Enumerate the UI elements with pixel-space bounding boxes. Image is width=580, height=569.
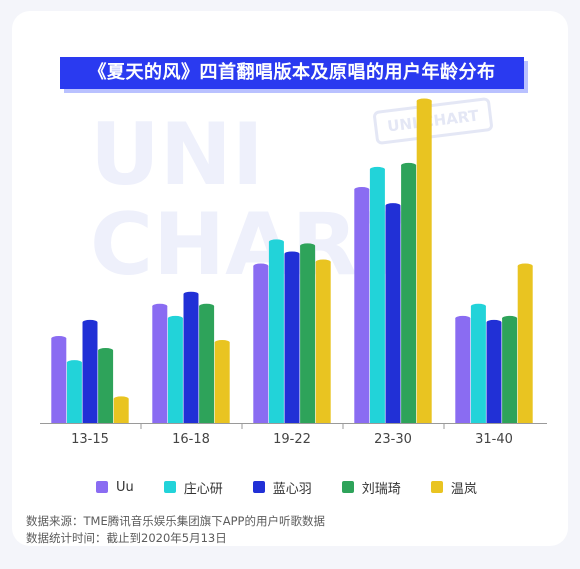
bar-庄心研-23-30 xyxy=(369,169,385,423)
bar-cap xyxy=(253,263,269,269)
source-note: 数据来源：TME腾讯音乐娱乐集团旗下APP的用户听歌数据 数据统计时间：截止到2… xyxy=(26,513,566,547)
bar-蓝心羽-23-30 xyxy=(385,205,401,423)
bar-cap xyxy=(199,303,215,309)
legend-label: 蓝心羽 xyxy=(272,481,312,497)
bar-刘瑞琦-19-22 xyxy=(300,245,316,423)
bar-cap xyxy=(183,291,199,297)
x-tick-label: 19-22 xyxy=(273,432,311,447)
bar-cap xyxy=(51,335,67,341)
bar-刘瑞琦-23-30 xyxy=(401,165,417,423)
bar-刘瑞琦-16-18 xyxy=(199,306,215,423)
bar-cap xyxy=(502,315,518,321)
bar-cap xyxy=(268,239,284,245)
bar-刘瑞琦-31-40 xyxy=(502,318,518,423)
bar-cap xyxy=(517,263,533,269)
legend-swatch xyxy=(252,481,265,493)
bar-庄心研-16-18 xyxy=(167,318,183,423)
bar-cap xyxy=(455,315,471,321)
bar-cap xyxy=(66,360,82,366)
bar-cap xyxy=(167,315,183,321)
legend-item: 刘瑞琦 xyxy=(341,478,401,497)
x-tick-label: 23-30 xyxy=(374,432,412,447)
x-tick-label: 16-18 xyxy=(172,432,210,447)
chart-legend: Uu 庄心研 蓝心羽 刘瑞琦 温岚 xyxy=(96,477,516,497)
source-line: 数据来源：TME腾讯音乐娱乐集团旗下APP的用户听歌数据 xyxy=(26,514,325,528)
chart-title: 《夏天的风》四首翻唱版本及原唱的用户年龄分布 xyxy=(60,57,524,89)
bar-cap xyxy=(401,162,417,168)
bar-温岚-23-30 xyxy=(416,101,432,423)
legend-swatch xyxy=(96,481,108,493)
bar-庄心研-19-22 xyxy=(268,241,284,423)
bar-cap xyxy=(113,396,129,402)
bar-cap xyxy=(284,251,300,257)
legend-item: 蓝心羽 xyxy=(252,478,312,497)
legend-item: 庄心研 xyxy=(163,478,223,497)
legend-label: 温岚 xyxy=(450,481,477,497)
legend-label: 庄心研 xyxy=(183,481,223,497)
bar-庄心研-13-15 xyxy=(66,362,82,423)
bar-蓝心羽-19-22 xyxy=(284,253,300,423)
source-date-line: 数据统计时间：截止到2020年5月13日 xyxy=(26,531,227,545)
bar-刘瑞琦-13-15 xyxy=(98,350,114,423)
legend-label: Uu xyxy=(116,479,134,495)
bar-cap xyxy=(98,348,114,354)
bar-Uu-13-15 xyxy=(51,338,67,423)
bar-cap xyxy=(82,319,98,325)
legend-swatch xyxy=(163,481,176,493)
bar-蓝心羽-16-18 xyxy=(183,294,199,423)
legend-item: 温岚 xyxy=(430,478,477,497)
bar-庄心研-31-40 xyxy=(470,306,486,423)
bar-cap xyxy=(486,319,502,325)
bar-Uu-23-30 xyxy=(354,189,370,423)
legend-swatch xyxy=(430,481,443,493)
bar-cap xyxy=(385,203,401,209)
legend-item: Uu xyxy=(96,480,134,495)
legend-swatch xyxy=(341,481,354,493)
bar-cap xyxy=(416,98,432,104)
bar-Uu-16-18 xyxy=(152,306,168,423)
legend-label: 刘瑞琦 xyxy=(361,481,401,497)
bar-cap xyxy=(354,187,370,193)
bar-cap xyxy=(214,340,230,345)
bar-温岚-31-40 xyxy=(517,266,533,423)
bar-cap xyxy=(369,166,385,172)
bar-cap xyxy=(152,303,168,309)
bar-Uu-31-40 xyxy=(455,318,471,423)
bar-温岚-19-22 xyxy=(315,262,331,423)
bar-温岚-13-15 xyxy=(113,398,129,423)
bar-蓝心羽-31-40 xyxy=(486,322,502,423)
x-tick-label: 13-15 xyxy=(71,432,109,447)
bar-Uu-19-22 xyxy=(253,266,269,423)
x-tick-label: 31-40 xyxy=(475,432,513,447)
bar-温岚-16-18 xyxy=(214,342,230,423)
bar-cap xyxy=(315,259,331,265)
bar-蓝心羽-13-15 xyxy=(82,322,98,423)
bar-cap xyxy=(470,303,486,309)
bar-cap xyxy=(300,243,316,249)
